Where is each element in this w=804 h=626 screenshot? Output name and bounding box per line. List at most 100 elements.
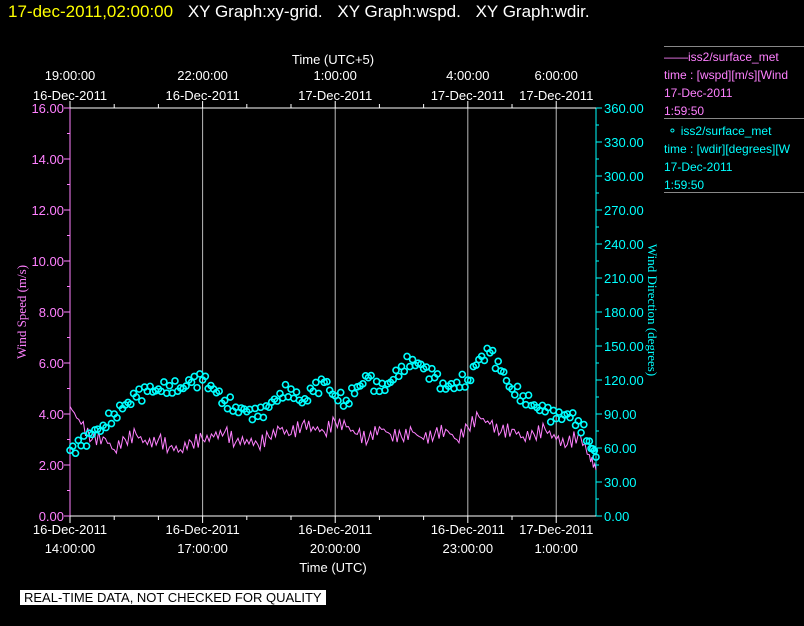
x-tick-label-time: 23:00:00 xyxy=(443,541,494,556)
wdir-point xyxy=(510,391,519,399)
wdir-point xyxy=(582,437,591,445)
wdir-point xyxy=(568,409,577,417)
legend-wspd[interactable]: ——iss2/surface_met time : [wspd][m/s][Wi… xyxy=(664,48,804,120)
y2-tick-label: 330.00 xyxy=(604,135,644,150)
wdir-point xyxy=(312,378,320,387)
wspd-series-line xyxy=(69,406,597,471)
y2-tick-label: 0.00 xyxy=(604,509,629,524)
y2-tick-label: 120.00 xyxy=(604,373,644,388)
x-tick-label-time: 17:00:00 xyxy=(177,541,228,556)
wdir-point xyxy=(323,377,331,386)
wdir-point xyxy=(226,393,235,401)
legend-divider xyxy=(664,192,804,193)
y2-tick-label: 150.00 xyxy=(604,339,644,354)
wdir-point xyxy=(499,368,508,376)
legend-wspd-time: 1:59:50 xyxy=(664,104,705,118)
wdir-point xyxy=(580,420,588,429)
wdir-point xyxy=(281,380,290,389)
wdir-point xyxy=(334,396,342,405)
wdir-point xyxy=(107,419,116,428)
wdir-point xyxy=(394,372,403,381)
wdir-point xyxy=(359,380,367,388)
y-tick-label: 10.00 xyxy=(31,254,64,269)
legend-wspd-var: time : [wspd][m/s][Wind xyxy=(664,68,789,82)
wdir-point xyxy=(113,414,121,422)
legend-wspd-date: 17-Dec-2011 xyxy=(664,86,733,100)
wdir-point xyxy=(220,396,229,405)
y2-tick-label: 180.00 xyxy=(604,305,644,320)
wdir-point xyxy=(82,442,91,450)
wdir-point xyxy=(585,437,594,446)
wdir-point xyxy=(193,383,201,392)
x2-tick-label-time: 4:00:00 xyxy=(446,68,489,83)
x-axis-title: Time (UTC) xyxy=(299,560,366,575)
legend-wdir-date: 17-Dec-2011 xyxy=(664,160,733,174)
quality-banner: REAL-TIME DATA, NOT CHECKED FOR QUALITY xyxy=(20,590,326,605)
wdir-point xyxy=(165,381,174,390)
legend-wdir-var: time : [wdir][degrees][W xyxy=(664,142,791,156)
wdir-point xyxy=(287,385,295,393)
wdir-point xyxy=(336,388,345,397)
x-tick-label-date: 16-Dec-2011 xyxy=(166,522,240,537)
x-tick-label-time: 14:00:00 xyxy=(45,541,96,556)
wdir-point xyxy=(480,356,489,365)
legend-wdir-title: ⚬ iss2/surface_met xyxy=(664,124,772,138)
header-graph-grid[interactable]: XY Graph:xy-grid. xyxy=(187,2,323,21)
wdir-point xyxy=(68,442,77,451)
header: 17-dec-2011,02:00:00 XY Graph:xy-grid. X… xyxy=(8,2,590,22)
wdir-point xyxy=(592,453,600,461)
wdir-point xyxy=(126,400,135,409)
wdir-point xyxy=(248,415,257,424)
wdir-point xyxy=(80,432,88,440)
wdir-point xyxy=(187,378,196,387)
y2-tick-label: 90.00 xyxy=(604,407,637,422)
wdir-point xyxy=(392,366,400,375)
legend-divider xyxy=(664,118,804,119)
wdir-point xyxy=(314,389,323,398)
wdir-point xyxy=(303,397,312,405)
wdir-point xyxy=(433,370,442,378)
wdir-point xyxy=(574,416,583,425)
header-graph-wdir[interactable]: XY Graph:wdir. xyxy=(475,2,590,21)
y2-tick-label: 240.00 xyxy=(604,237,644,252)
wdir-point xyxy=(71,449,80,458)
wdir-point xyxy=(389,375,398,384)
header-graph-wspd[interactable]: XY Graph:wspd. xyxy=(337,2,461,21)
y2-tick-label: 360.00 xyxy=(604,101,644,116)
wdir-point xyxy=(403,352,411,361)
wdir-point xyxy=(96,427,105,435)
y-tick-label: 0.00 xyxy=(39,509,64,524)
wdir-point xyxy=(367,371,375,380)
y2-axis-title: Wind Direction (degrees) xyxy=(645,244,660,376)
legend-wdir[interactable]: ⚬ iss2/surface_met time : [wdir][degrees… xyxy=(664,122,804,194)
wdir-point xyxy=(400,367,409,376)
wdir-point xyxy=(345,399,353,408)
x-tick-label-date: 16-Dec-2011 xyxy=(298,522,372,537)
wdir-point xyxy=(466,376,475,385)
y-tick-label: 16.00 xyxy=(31,101,64,116)
wdir-point xyxy=(590,446,599,455)
wdir-point xyxy=(546,418,555,426)
y2-tick-label: 60.00 xyxy=(604,441,637,456)
x2-tick-label-time: 22:00:00 xyxy=(177,68,228,83)
wdir-point xyxy=(555,408,563,416)
y2-tick-label: 270.00 xyxy=(604,203,644,218)
wdir-point xyxy=(350,389,359,398)
wdir-point xyxy=(381,386,389,395)
x-tick-label-date: 16-Dec-2011 xyxy=(431,522,505,537)
y-tick-label: 6.00 xyxy=(39,356,64,371)
wdir-point xyxy=(292,388,301,396)
x-tick-label-time: 1:00:00 xyxy=(535,541,578,556)
x2-tick-label-date: 17-Dec-2011 xyxy=(431,88,505,103)
x2-tick-label-date: 16-Dec-2011 xyxy=(166,88,240,103)
wdir-point xyxy=(524,391,533,399)
x2-tick-label-time: 19:00:00 xyxy=(45,68,96,83)
wdir-point xyxy=(458,370,467,379)
x2-tick-label-date: 17-Dec-2011 xyxy=(298,88,372,103)
wdir-point xyxy=(494,357,503,366)
wdir-point xyxy=(132,393,141,401)
wdir-point xyxy=(588,444,597,453)
x-tick-label-time: 20:00:00 xyxy=(310,541,361,556)
wdir-point xyxy=(408,355,417,364)
